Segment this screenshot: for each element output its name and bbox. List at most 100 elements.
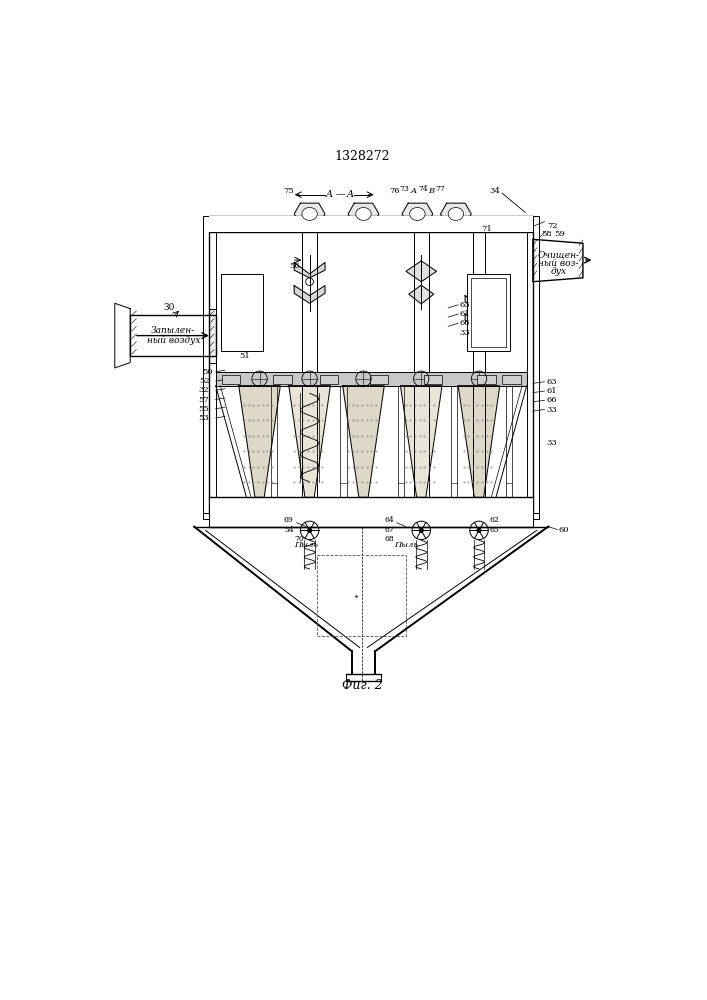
Text: 32: 32	[199, 386, 209, 394]
Text: 55: 55	[199, 405, 209, 413]
Text: 66: 66	[547, 396, 557, 404]
Text: 71: 71	[481, 225, 492, 233]
Bar	[317, 555, 406, 636]
Bar	[320, 375, 338, 384]
Bar	[204, 513, 539, 519]
Polygon shape	[294, 262, 325, 278]
Bar	[340, 483, 346, 505]
Text: A: A	[411, 187, 416, 195]
Bar	[209, 497, 533, 527]
Text: 69: 69	[284, 516, 293, 524]
Text: Фиг. 2: Фиг. 2	[341, 679, 382, 692]
Text: 61: 61	[460, 310, 470, 318]
Text: 52: 52	[199, 377, 209, 385]
Bar	[271, 483, 277, 505]
Bar	[221, 274, 264, 351]
Bar	[216, 372, 527, 386]
Polygon shape	[294, 286, 325, 303]
Text: —: —	[336, 190, 345, 199]
Text: 62: 62	[489, 516, 499, 524]
Polygon shape	[209, 309, 216, 363]
Bar	[450, 483, 457, 505]
Ellipse shape	[302, 207, 317, 220]
Polygon shape	[465, 296, 493, 311]
Text: Пыль: Пыль	[394, 541, 418, 549]
Text: 51: 51	[239, 352, 250, 360]
Ellipse shape	[448, 207, 464, 220]
Polygon shape	[409, 285, 433, 304]
Text: 1328272: 1328272	[334, 150, 390, 163]
Bar	[209, 216, 533, 232]
Text: Очищен-: Очищен-	[537, 250, 579, 259]
Text: 60: 60	[559, 526, 569, 534]
Ellipse shape	[356, 207, 371, 220]
Text: ный воз-: ный воз-	[538, 259, 578, 268]
Text: 59: 59	[554, 230, 565, 238]
Bar	[209, 216, 533, 232]
Text: 33: 33	[460, 329, 470, 337]
Text: 65: 65	[489, 526, 499, 534]
Text: B: B	[428, 187, 434, 195]
Text: 64: 64	[384, 516, 394, 524]
Polygon shape	[440, 203, 472, 225]
Bar	[502, 375, 520, 384]
Bar	[533, 216, 539, 513]
Text: A: A	[347, 190, 354, 199]
Polygon shape	[400, 386, 442, 497]
Text: 61: 61	[547, 387, 557, 395]
Text: 33: 33	[547, 406, 558, 414]
Text: 66: 66	[460, 319, 470, 327]
Text: Запылен-: Запылен-	[151, 326, 195, 335]
Polygon shape	[348, 203, 379, 225]
Bar	[477, 375, 496, 384]
Text: 77: 77	[436, 185, 445, 193]
Circle shape	[477, 529, 481, 532]
Polygon shape	[343, 386, 385, 497]
Polygon shape	[458, 386, 500, 497]
Polygon shape	[294, 203, 325, 225]
Bar	[423, 375, 442, 384]
Text: 34: 34	[489, 187, 500, 195]
Bar	[222, 375, 240, 384]
Text: 73: 73	[399, 185, 409, 193]
Polygon shape	[402, 203, 433, 225]
Text: 67: 67	[384, 526, 394, 534]
Bar	[467, 274, 510, 351]
Text: 70: 70	[295, 535, 305, 543]
Text: A: A	[325, 190, 332, 199]
Text: ный воздух: ный воздух	[146, 336, 200, 345]
Text: 53: 53	[199, 414, 209, 422]
Text: 72: 72	[547, 222, 557, 230]
Text: 63: 63	[460, 301, 470, 309]
Text: 63: 63	[547, 378, 557, 386]
Text: 30: 30	[163, 303, 175, 312]
Bar	[204, 216, 209, 513]
Text: дух: дух	[550, 267, 566, 276]
Text: 74: 74	[418, 185, 428, 193]
Bar	[274, 375, 292, 384]
Text: 57: 57	[199, 396, 209, 404]
Text: 58: 58	[542, 230, 552, 238]
Text: 56: 56	[289, 262, 300, 270]
Bar	[506, 483, 512, 505]
Polygon shape	[130, 315, 216, 356]
Polygon shape	[239, 386, 281, 497]
Text: 33: 33	[547, 439, 558, 447]
Circle shape	[308, 529, 312, 532]
Polygon shape	[406, 261, 436, 282]
Text: Пыль: Пыль	[293, 541, 317, 549]
Bar	[370, 375, 388, 384]
Circle shape	[419, 529, 423, 532]
Polygon shape	[115, 303, 130, 368]
Text: 68: 68	[384, 535, 394, 543]
Ellipse shape	[409, 207, 425, 220]
Text: 50: 50	[202, 368, 213, 376]
Text: 76: 76	[389, 187, 399, 195]
Bar	[398, 483, 404, 505]
Polygon shape	[465, 314, 493, 329]
Bar	[472, 278, 506, 347]
Polygon shape	[288, 386, 330, 497]
Text: 54: 54	[284, 526, 293, 534]
Text: 75: 75	[284, 187, 294, 195]
Polygon shape	[533, 239, 583, 282]
